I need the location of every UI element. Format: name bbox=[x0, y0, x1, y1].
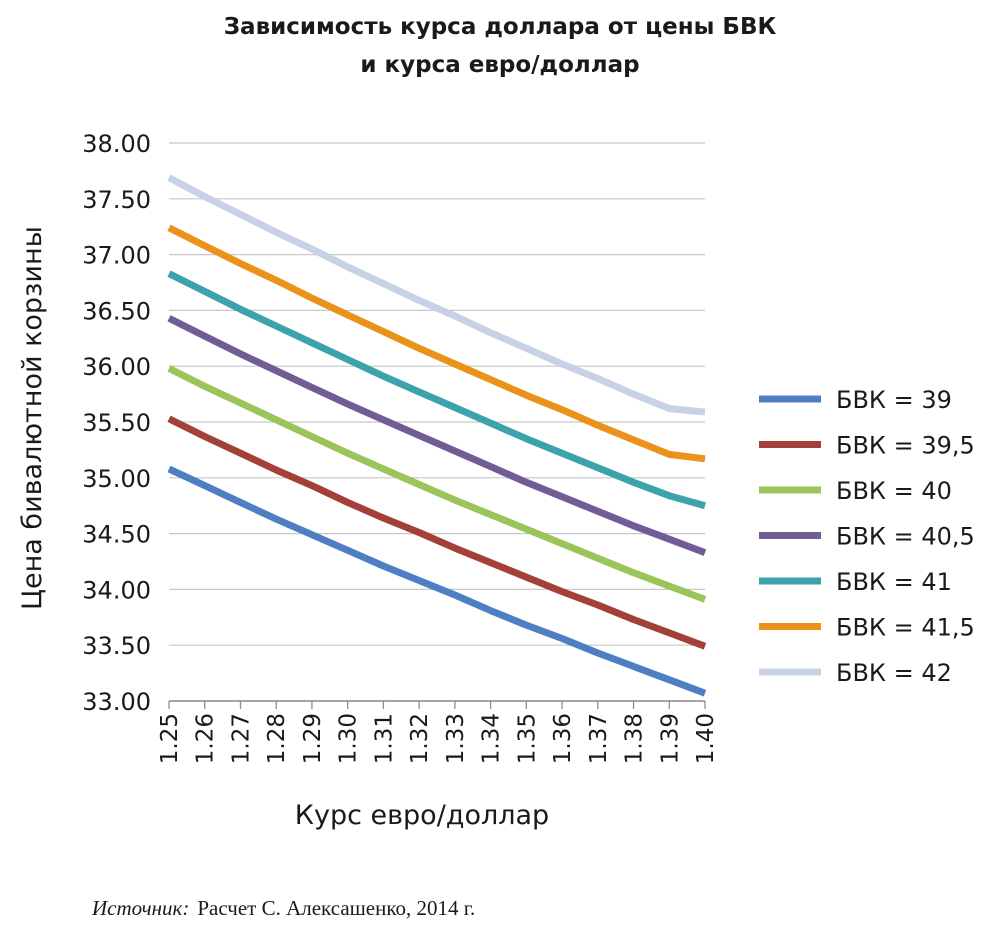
legend-label-1: БВК = 39 bbox=[836, 386, 952, 414]
x-tick-label: 1.30 bbox=[336, 713, 362, 764]
y-tick-label: 34.50 bbox=[82, 521, 151, 549]
x-tick-label: 1.39 bbox=[657, 713, 683, 764]
y-tick-label: 33.50 bbox=[82, 632, 151, 660]
legend-label-4: БВК = 40,5 bbox=[836, 523, 975, 551]
source-text: Расчет С. Алексашенко, 2014 г. bbox=[197, 896, 476, 920]
x-tick-label: 1.32 bbox=[407, 713, 433, 764]
y-tick-label: 38.00 bbox=[82, 130, 151, 158]
x-tick-label: 1.36 bbox=[550, 713, 576, 764]
x-tick-label: 1.38 bbox=[622, 713, 648, 764]
y-axis-title: Цена бивалютной корзины bbox=[17, 226, 48, 610]
y-tick-label: 36.50 bbox=[82, 297, 151, 325]
y-tick-label: 33.00 bbox=[82, 688, 151, 716]
y-tick-label: 37.00 bbox=[82, 242, 151, 270]
y-tick-label: 35.00 bbox=[82, 465, 151, 493]
x-axis-title: Курс евро/доллар bbox=[295, 800, 549, 831]
series-line-1 bbox=[167, 465, 707, 697]
x-tick-label: 1.28 bbox=[264, 713, 290, 764]
y-tick-label: 35.50 bbox=[82, 409, 151, 437]
axes: 33.00 33.50 34.00 34.50 35.00 35.50 36.00 36.50… bbox=[17, 130, 719, 831]
y-tick-label: 37.50 bbox=[82, 186, 151, 214]
y-tick-label: 36.00 bbox=[82, 353, 151, 381]
x-tick-label: 1.27 bbox=[228, 713, 254, 764]
legend-label-3: БВК = 40 bbox=[836, 477, 952, 505]
series-line-6 bbox=[167, 224, 706, 463]
legend-label-5: БВК = 41 bbox=[836, 568, 952, 596]
chart-title-line-2: и курса евро/доллар bbox=[360, 52, 640, 78]
chart-title-line-1: Зависимость курса доллара от цены БВК bbox=[223, 14, 777, 40]
x-tick-label: 1.31 bbox=[371, 713, 397, 764]
y-tick-label: 34.00 bbox=[82, 576, 151, 604]
legend-label-7: БВК = 42 bbox=[836, 659, 952, 687]
x-tick-label: 1.26 bbox=[193, 713, 219, 764]
source-note: Источник: Расчет С. Алексашенко, 2014 г. bbox=[92, 896, 475, 921]
x-tick-label: 1.33 bbox=[443, 713, 469, 764]
source-label: Источник: bbox=[92, 896, 190, 920]
series-line-3 bbox=[167, 365, 707, 603]
x-tick-label: 1.29 bbox=[300, 713, 326, 764]
x-tick-label: 1.40 bbox=[693, 713, 719, 764]
x-tick-label: 1.34 bbox=[479, 713, 505, 764]
chart-title: Зависимость курса доллара от цены БВК и … bbox=[0, 8, 1000, 84]
series-line-5 bbox=[167, 270, 706, 510]
series-lines bbox=[167, 174, 707, 697]
series-line-4 bbox=[167, 315, 707, 556]
series-line-2 bbox=[167, 415, 707, 650]
x-tick-label: 1.35 bbox=[514, 713, 540, 764]
legend: БВК = 39 БВК = 39,5 БВК = 40 БВК = 40,5 БВК … bbox=[759, 386, 975, 687]
x-tick-label: 1.37 bbox=[586, 713, 612, 764]
x-tick-label: 1.25 bbox=[157, 713, 183, 764]
legend-label-6: БВК = 41,5 bbox=[836, 614, 975, 642]
legend-label-2: БВК = 39,5 bbox=[836, 432, 975, 460]
series-line-7 bbox=[167, 174, 706, 416]
